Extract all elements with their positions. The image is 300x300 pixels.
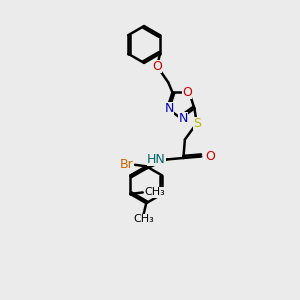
Text: CH₃: CH₃ [133,214,154,224]
Text: O: O [152,60,162,73]
Text: O: O [206,150,215,163]
Text: CH₃: CH₃ [144,188,165,197]
Text: N: N [165,102,174,115]
Text: N: N [178,112,188,125]
Text: HN: HN [147,153,166,166]
Text: O: O [182,86,192,99]
Text: S: S [193,117,201,130]
Text: Br: Br [120,158,134,171]
